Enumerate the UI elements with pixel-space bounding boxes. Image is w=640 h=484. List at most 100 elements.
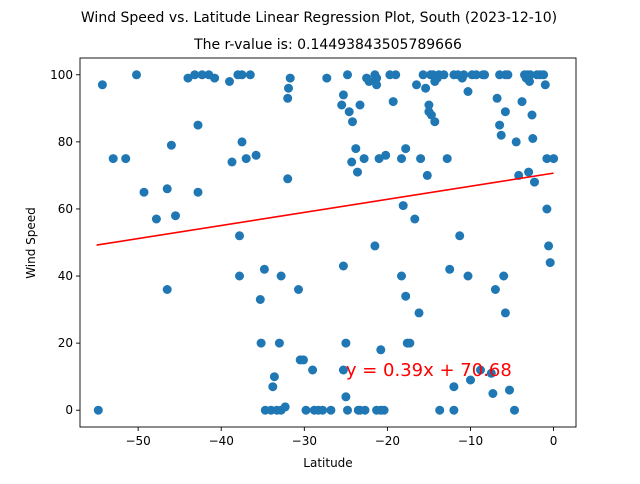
scatter-point bbox=[341, 338, 351, 348]
scatter-point bbox=[480, 70, 490, 80]
scatter-point bbox=[370, 241, 380, 251]
scatter-point bbox=[97, 80, 107, 90]
scatter-point bbox=[166, 140, 176, 150]
regression-equation-annotation: y = 0.39x + 70.68 bbox=[346, 360, 512, 381]
scatter-point bbox=[308, 365, 318, 375]
scatter-point bbox=[255, 295, 265, 304]
scatter-point bbox=[445, 264, 455, 274]
scatter-point bbox=[344, 107, 354, 117]
scatter-point bbox=[276, 271, 286, 281]
scatter-point bbox=[430, 117, 440, 127]
scatter-point bbox=[162, 184, 172, 194]
scatter-point bbox=[379, 405, 389, 415]
scatter-point bbox=[227, 157, 237, 167]
scatter-point bbox=[210, 73, 220, 83]
scatter-point bbox=[388, 97, 398, 107]
scatter-point bbox=[132, 70, 141, 80]
scatter-point bbox=[360, 405, 370, 415]
scatter-point bbox=[372, 80, 382, 90]
scatter-point bbox=[499, 271, 509, 281]
scatter-point bbox=[412, 80, 421, 90]
scatter-point bbox=[492, 93, 502, 103]
scatter-point bbox=[283, 174, 293, 184]
scatter-point bbox=[338, 261, 348, 271]
scatter-point bbox=[337, 100, 347, 110]
scatter-point bbox=[274, 338, 284, 348]
scatter-point bbox=[525, 77, 534, 86]
scatter-point bbox=[510, 405, 519, 415]
scatter-point bbox=[439, 70, 449, 80]
scatter-point bbox=[391, 70, 401, 80]
scatter-point bbox=[542, 204, 552, 214]
scatter-point bbox=[397, 154, 406, 164]
scatter-point bbox=[455, 231, 465, 241]
scatter-point bbox=[398, 201, 408, 211]
x-axis-label: Latitude bbox=[303, 456, 352, 470]
scatter-point bbox=[256, 338, 266, 348]
scatter-point bbox=[259, 264, 269, 274]
y-tick-label: 20 bbox=[58, 336, 73, 350]
scatter-point bbox=[424, 100, 434, 110]
scatter-point bbox=[372, 73, 382, 83]
y-tick-label: 40 bbox=[58, 269, 73, 283]
scatter-point bbox=[294, 285, 303, 294]
y-tick-label: 80 bbox=[58, 135, 73, 149]
scatter-point bbox=[268, 382, 278, 392]
scatter-point bbox=[251, 150, 261, 160]
scatter-point bbox=[539, 70, 549, 80]
x-tick-label: 0 bbox=[550, 434, 558, 448]
scatter-point bbox=[410, 214, 420, 224]
scatter-point bbox=[397, 271, 406, 281]
scatter-point bbox=[418, 70, 428, 80]
x-tick-label: −30 bbox=[292, 434, 317, 448]
scatter-point bbox=[401, 144, 411, 154]
scatter-point bbox=[355, 100, 365, 110]
chart-title: Wind Speed vs. Latitude Linear Regressio… bbox=[81, 10, 557, 26]
scatter-point bbox=[503, 70, 513, 80]
scatter-point bbox=[426, 110, 436, 120]
scatter-point bbox=[364, 77, 374, 86]
scatter-point bbox=[495, 120, 505, 130]
x-axis-ticks: −50 −40 −30 −20 −10 0 bbox=[125, 427, 557, 448]
scatter-point bbox=[500, 308, 510, 318]
scatter-point bbox=[108, 154, 118, 164]
y-axis-label: Wind Speed bbox=[24, 207, 38, 279]
scatter-point bbox=[471, 70, 481, 80]
scatter-point bbox=[151, 214, 161, 224]
scatter-point bbox=[347, 157, 357, 167]
scatter-point bbox=[162, 285, 172, 294]
scatter-point bbox=[542, 154, 552, 164]
scatter-point bbox=[463, 87, 473, 96]
scatter-point bbox=[193, 120, 203, 130]
scatter-point bbox=[348, 117, 357, 127]
scatter-point bbox=[422, 170, 432, 180]
scatter-point bbox=[381, 150, 391, 160]
scatter-point bbox=[496, 130, 506, 140]
scatter-point bbox=[500, 107, 510, 117]
scatter-point bbox=[343, 405, 352, 415]
scatter-point bbox=[93, 405, 103, 415]
regression-line-layer bbox=[96, 172, 554, 246]
scatter-point bbox=[326, 405, 336, 415]
scatter-point bbox=[139, 187, 149, 197]
scatter-point bbox=[540, 80, 550, 90]
scatter-point bbox=[318, 405, 328, 415]
scatter-point bbox=[235, 271, 244, 281]
x-tick-label: −10 bbox=[458, 434, 483, 448]
scatter-point bbox=[528, 134, 538, 143]
scatter-point bbox=[376, 345, 386, 355]
scatter-point bbox=[442, 154, 452, 164]
x-tick-label: −50 bbox=[125, 434, 150, 448]
scatter-point bbox=[343, 70, 352, 80]
scatter-point bbox=[269, 372, 279, 382]
scatter-point bbox=[511, 137, 521, 147]
scatter-point bbox=[530, 177, 539, 187]
scatter-point bbox=[241, 154, 251, 164]
y-tick-label: 0 bbox=[65, 403, 73, 417]
scatter-points bbox=[93, 70, 559, 415]
scatter-point bbox=[488, 389, 498, 398]
scatter-point bbox=[353, 167, 362, 177]
scatter-point bbox=[449, 405, 459, 415]
scatter-point bbox=[235, 231, 244, 241]
